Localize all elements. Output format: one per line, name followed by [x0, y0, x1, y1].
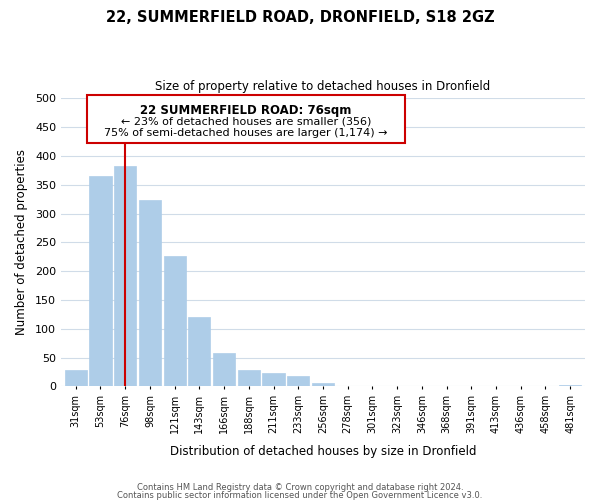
- Bar: [262, 372, 284, 386]
- Bar: [114, 166, 136, 386]
- Text: ← 23% of detached houses are smaller (356): ← 23% of detached houses are smaller (35…: [121, 117, 371, 127]
- FancyBboxPatch shape: [87, 96, 404, 142]
- Bar: [559, 385, 581, 386]
- Bar: [238, 370, 260, 386]
- Bar: [213, 353, 235, 386]
- Title: Size of property relative to detached houses in Dronfield: Size of property relative to detached ho…: [155, 80, 491, 93]
- Text: 75% of semi-detached houses are larger (1,174) →: 75% of semi-detached houses are larger (…: [104, 128, 388, 138]
- Bar: [312, 383, 334, 386]
- Text: 22 SUMMERFIELD ROAD: 76sqm: 22 SUMMERFIELD ROAD: 76sqm: [140, 104, 352, 117]
- Bar: [188, 316, 211, 386]
- Bar: [65, 370, 87, 386]
- Text: Contains HM Land Registry data © Crown copyright and database right 2024.: Contains HM Land Registry data © Crown c…: [137, 484, 463, 492]
- Text: Contains public sector information licensed under the Open Government Licence v3: Contains public sector information licen…: [118, 490, 482, 500]
- Text: 22, SUMMERFIELD ROAD, DRONFIELD, S18 2GZ: 22, SUMMERFIELD ROAD, DRONFIELD, S18 2GZ: [106, 10, 494, 25]
- Y-axis label: Number of detached properties: Number of detached properties: [15, 150, 28, 336]
- Bar: [164, 256, 186, 386]
- Bar: [139, 200, 161, 386]
- X-axis label: Distribution of detached houses by size in Dronfield: Distribution of detached houses by size …: [170, 444, 476, 458]
- Bar: [287, 376, 310, 386]
- Bar: [89, 176, 112, 386]
